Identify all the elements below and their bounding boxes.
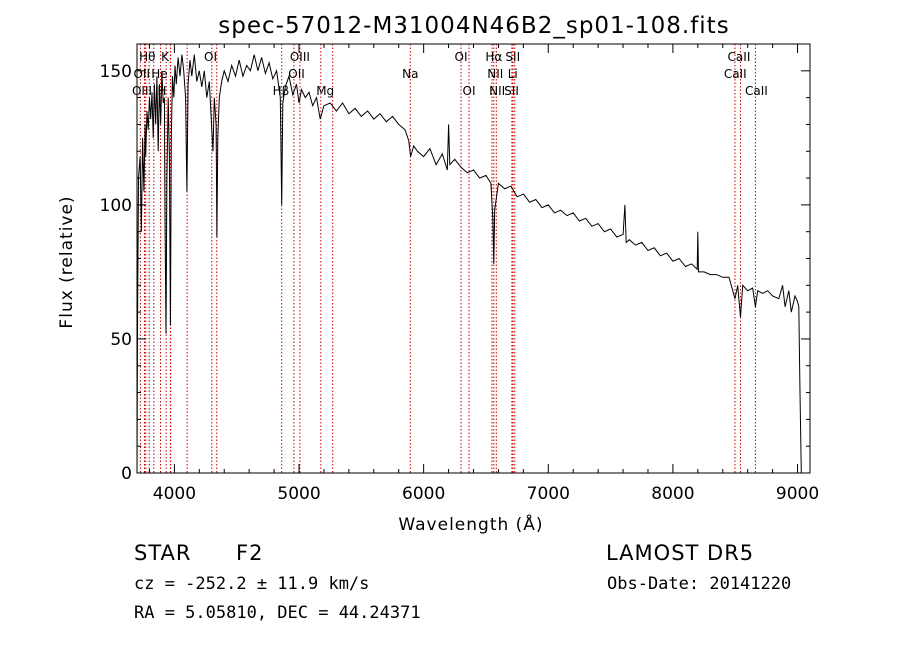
x-tick-label: 5000 xyxy=(277,484,320,504)
obs-date: Obs-Date: 20141220 xyxy=(607,574,792,594)
y-axis-label: Flux (relative) xyxy=(57,195,77,328)
spectral-line-label: Mg xyxy=(316,84,334,98)
spectral-line-label: OI xyxy=(455,50,468,64)
y-tick-label: 0 xyxy=(121,464,132,484)
x-tick-label: 7000 xyxy=(527,484,570,504)
spectral-line-label: CaII xyxy=(728,50,751,64)
y-tick-label: 150 xyxy=(100,62,132,82)
spectral-line-label: SII xyxy=(505,50,520,64)
spectrum-line xyxy=(136,54,802,474)
y-axis-ticks: 0 50 100 150 xyxy=(100,62,810,484)
line-markers xyxy=(139,44,756,473)
spectral-line-label: OII xyxy=(288,67,305,81)
spectral-line-label: K xyxy=(161,50,170,64)
spectral-line-label: He xyxy=(151,67,167,81)
spectral-line-label: OII xyxy=(133,67,150,81)
spectral-line-label: SII xyxy=(504,84,519,98)
plot-frame xyxy=(136,43,811,474)
x-axis-label: Wavelength (Å) xyxy=(398,513,543,535)
spectral-line-label: OIII xyxy=(290,50,310,64)
chart-title: spec-57012-M31004N46B2_sp01-108.fits xyxy=(218,13,729,39)
spectral-line-label: Li xyxy=(508,67,518,81)
spectral-line-label: OI xyxy=(463,84,476,98)
y-tick-label: 50 xyxy=(110,330,132,350)
coordinates: RA = 5.05810, DEC = 44.24371 xyxy=(134,603,421,623)
spectral-line-label: Na xyxy=(402,67,418,81)
survey-name: LAMOST DR5 xyxy=(606,541,755,565)
velocity-text: cz = -252.2 ± 11.9 km/s xyxy=(134,574,370,594)
spectral-line-label: OI xyxy=(204,50,217,64)
spectral-line-label: OIII xyxy=(132,84,152,98)
x-tick-label: 8000 xyxy=(651,484,694,504)
spectral-line-label: NII xyxy=(489,84,505,98)
object-subclass: F2 xyxy=(236,541,264,565)
spectral-line-label: CaII xyxy=(724,67,747,81)
x-axis-ticks: 4000 5000 6000 7000 8000 9000 xyxy=(148,44,819,504)
y-tick-label: 100 xyxy=(100,196,132,216)
x-tick-label: 6000 xyxy=(402,484,445,504)
object-class: STAR xyxy=(134,541,192,565)
spectral-line-label: Hα xyxy=(485,50,502,64)
spectral-line-label: NII xyxy=(487,67,503,81)
x-tick-label: 4000 xyxy=(153,484,196,504)
spectral-line-label: CaII xyxy=(745,84,768,98)
x-tick-label: 9000 xyxy=(776,484,819,504)
spectral-line-label: Hθ xyxy=(139,50,155,64)
spectral-line-label: Hβ xyxy=(273,84,290,98)
plot-axes xyxy=(136,43,811,474)
